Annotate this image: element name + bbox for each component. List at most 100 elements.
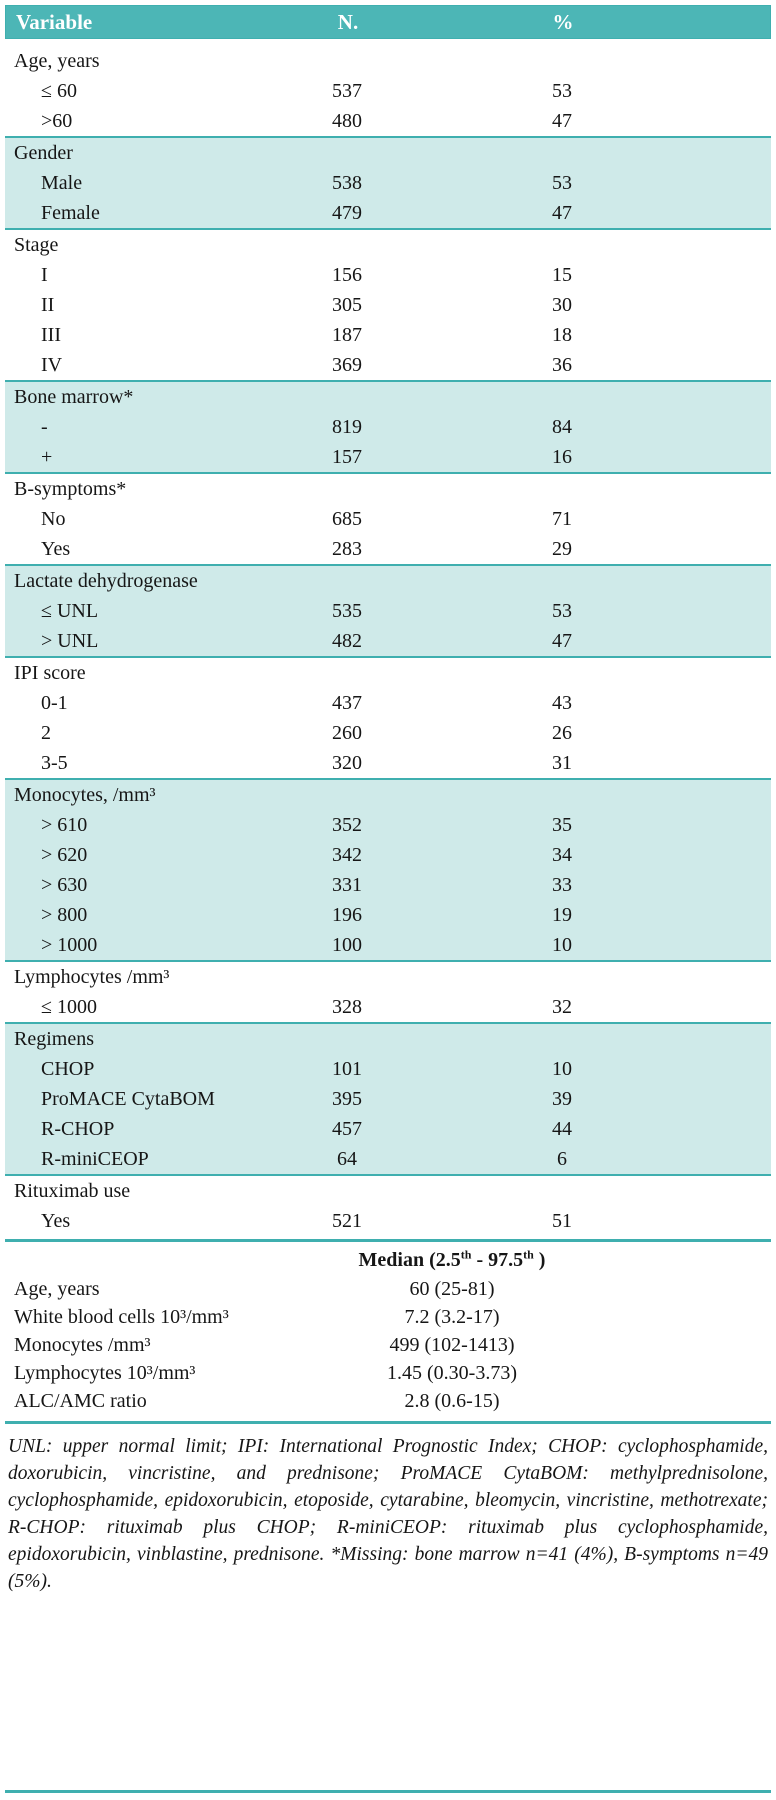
n-cell: 100 (332, 934, 362, 956)
row-filler (707, 930, 771, 960)
median-value-cell: 1.45 (0.30-3.73) (387, 1362, 517, 1384)
variable-cell: > 630 (41, 874, 88, 896)
group-label-cell: IPI score (14, 662, 86, 684)
row-filler (707, 596, 771, 626)
variable-cell: ≤ 1000 (41, 996, 97, 1018)
row-filler (707, 688, 771, 718)
percent-cell: 15 (552, 264, 572, 286)
variable-cell: II (41, 294, 55, 316)
percent-cell: 33 (552, 874, 572, 896)
row-filler (707, 962, 771, 992)
percent-cell (417, 658, 707, 688)
group-label-cell: Regimens (14, 1028, 94, 1050)
variable-cell: 0-1 (41, 692, 68, 714)
row-filler (707, 138, 771, 168)
row-filler (707, 350, 771, 380)
variable-cell: 3-5 (41, 752, 68, 774)
table-row: R-miniCEOP 64 6 (5, 1144, 771, 1174)
n-cell: 187 (332, 324, 362, 346)
table-row: > UNL 482 47 (5, 626, 771, 656)
median-row: Age, years 60 (25-81) (5, 1275, 771, 1303)
row-filler (647, 1359, 771, 1387)
n-cell: 331 (332, 874, 362, 896)
table-row: 3-5 320 31 (5, 748, 771, 778)
percent-cell: 53 (552, 172, 572, 194)
n-cell (277, 566, 417, 596)
row-filler (707, 106, 771, 136)
row-filler (707, 260, 771, 290)
row-filler (707, 566, 771, 596)
median-variable-cell: White blood cells 10³/mm³ (14, 1306, 229, 1328)
variable-cell: Male (41, 172, 83, 194)
table-row: > 610 352 35 (5, 810, 771, 840)
table-row: R-CHOP 457 44 (5, 1114, 771, 1144)
variable-cell: IV (41, 354, 63, 376)
group-label-row: Stage (5, 230, 771, 260)
row-filler (707, 1144, 771, 1174)
table-row: I 156 15 (5, 260, 771, 290)
table-row: Yes 283 29 (5, 534, 771, 564)
variable-cell: > UNL (41, 630, 99, 652)
percent-cell: 43 (552, 692, 572, 714)
n-cell: 537 (332, 80, 362, 102)
row-filler (707, 382, 771, 412)
variable-cell: ≤ 60 (41, 80, 77, 102)
row-filler (707, 1206, 771, 1236)
group-label-cell: Rituximab use (14, 1180, 131, 1202)
table-row: ≤ 60 537 53 (5, 76, 771, 106)
group-label-cell: Lactate dehydrogenase (14, 570, 198, 592)
table-group: IPI score 0-1 437 43 2 260 26 3-5 320 31 (5, 658, 771, 778)
n-cell (277, 474, 417, 504)
row-filler (707, 474, 771, 504)
table-group: B-symptoms* No 685 71 Yes 283 29 (5, 474, 771, 564)
variable-cell: R-miniCEOP (41, 1148, 149, 1170)
variable-cell: + (41, 446, 53, 468)
table-row: III 187 18 (5, 320, 771, 350)
row-filler (707, 658, 771, 688)
percent-cell: 18 (552, 324, 572, 346)
row-filler (707, 748, 771, 778)
row-filler (707, 230, 771, 260)
percent-cell: 10 (552, 1058, 572, 1080)
percent-cell: 29 (552, 538, 572, 560)
row-filler (707, 442, 771, 472)
median-column-header: Median (2.5th - 97.5th ) (257, 1245, 647, 1275)
n-cell: 64 (337, 1148, 357, 1170)
row-filler (707, 1176, 771, 1206)
group-label-row: Gender (5, 138, 771, 168)
percent-cell: 30 (552, 294, 572, 316)
header-filler (708, 6, 770, 38)
row-filler (707, 290, 771, 320)
percent-cell (417, 230, 707, 260)
table-group: Rituximab use Yes 521 51 (5, 1176, 771, 1236)
table-row: ≤ UNL 535 53 (5, 596, 771, 626)
variable-cell: III (41, 324, 61, 346)
n-cell: 395 (332, 1088, 362, 1110)
table-group: Gender Male 538 53 Female 479 47 (5, 136, 771, 230)
n-cell: 437 (332, 692, 362, 714)
n-cell (277, 382, 417, 412)
row-filler (707, 412, 771, 442)
n-cell: 538 (332, 172, 362, 194)
row-filler (707, 504, 771, 534)
group-label-cell: Monocytes, /mm³ (14, 784, 156, 806)
table-row: Female 479 47 (5, 198, 771, 228)
median-header-superscript: th (460, 1247, 472, 1262)
group-label-cell: Stage (14, 234, 59, 256)
group-label-cell: Age, years (14, 50, 100, 72)
n-cell: 283 (332, 538, 362, 560)
table-row: Male 538 53 (5, 168, 771, 198)
table-row: - 819 84 (5, 412, 771, 442)
row-filler (707, 1114, 771, 1144)
variable-cell: Female (41, 202, 100, 224)
percent-cell: 51 (552, 1210, 572, 1232)
row-filler (707, 534, 771, 564)
row-filler (647, 1303, 771, 1331)
table-row: +157 16 (5, 442, 771, 472)
percent-cell: 53 (552, 80, 572, 102)
percent-cell: 35 (552, 814, 572, 836)
percent-cell: 39 (552, 1088, 572, 1110)
variable-cell: > 1000 (41, 934, 98, 956)
n-cell (277, 46, 417, 76)
n-cell: 101 (332, 1058, 362, 1080)
